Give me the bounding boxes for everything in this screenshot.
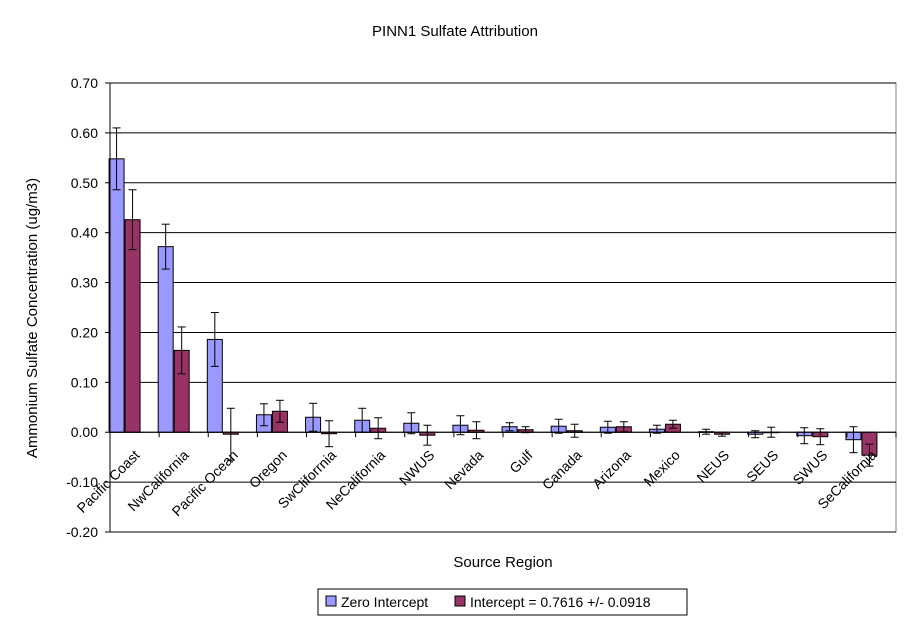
bar [157,246,174,433]
y-tick-label: 0.70 [71,75,98,91]
y-tick-label: 0.00 [71,424,98,440]
x-axis-title: Source Region [453,554,552,571]
tick-labels: -0.20 -0.10 0.00 0.10 0.20 0.30 0.40 0.50 0.60 0.… [66,75,880,540]
y-axis-title: Ammonium Sulfate Concentration (ug/m3) [24,178,41,458]
bar [108,158,125,433]
chart-title: PINN1 Sulfate Attribution [372,23,538,40]
x-tick-label: Nevada [441,447,487,493]
axes [105,82,897,533]
x-tick-label: Oregon [246,447,290,491]
x-tick-label: Arizona [589,447,634,492]
x-tick-label: Gulf [506,447,536,477]
bar [124,219,141,433]
legend-box [317,588,688,616]
legend-label-zero-intercept: Zero Intercept [341,594,428,610]
x-tick-label: SEUS [743,447,781,485]
bars [108,127,878,467]
legend: Zero Intercept Intercept = 0.7616 +/- 0.… [317,588,688,616]
y-tick-label: 0.60 [71,125,98,141]
y-tick-label: -0.10 [66,474,98,490]
x-tick-label: NEUS [693,447,732,486]
y-tick-label: -0.20 [66,524,98,540]
y-tick-label: 0.30 [71,275,98,291]
x-tick-label: Canada [539,447,585,493]
y-tick-label: 0.50 [71,175,98,191]
legend-swatch-intercept [454,595,466,607]
legend-swatch-zero-intercept [325,595,337,607]
y-tick-label: 0.10 [71,374,98,390]
legend-label-intercept: Intercept = 0.7616 +/- 0.0918 [470,594,651,610]
grid-lines [109,82,897,533]
x-tick-label: Mexico [640,447,683,490]
y-tick-label: 0.40 [71,225,98,241]
y-tick-label: 0.20 [71,324,98,340]
